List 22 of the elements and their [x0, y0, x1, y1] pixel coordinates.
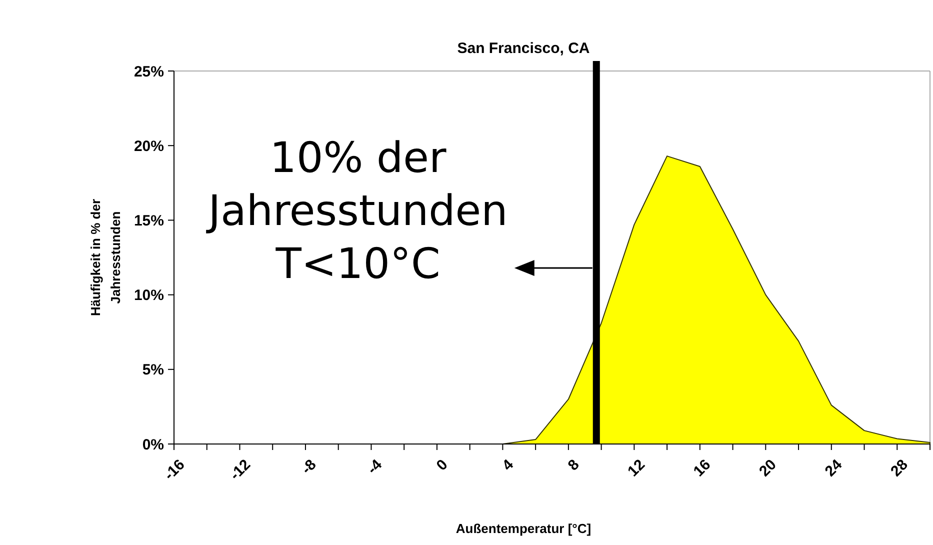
x-tick-label: 0 [433, 456, 452, 474]
y-tick-label: 15% [134, 212, 164, 230]
y-tick-label: 0% [142, 436, 164, 454]
x-tick-label: 12 [624, 456, 648, 480]
y-tick-label: 5% [142, 362, 164, 379]
x-tick-label: 4 [499, 456, 518, 474]
x-axis-title: Außentemperatur [°C] [456, 521, 592, 536]
y-tick-label: 25% [134, 63, 164, 80]
x-tick-label: 20 [756, 456, 780, 480]
x-tick-label: -8 [298, 456, 320, 478]
x-tick-label: 28 [888, 456, 912, 480]
x-tick-label: -4 [364, 456, 386, 478]
x-tick-label: -12 [226, 456, 254, 484]
chart-title: San Francisco, CA [457, 40, 590, 57]
y-tick-label: 10% [134, 287, 164, 304]
x-tick-label: 8 [564, 456, 583, 474]
annotation: 10% der Jahresstunden T<10°C [205, 133, 508, 288]
x-tick-label: 24 [822, 456, 846, 480]
x-tick-label: 16 [690, 456, 714, 480]
x-tick-label: -16 [160, 456, 188, 484]
y-axis-title: Häufigkeit in % der Jahresstunden [88, 198, 123, 316]
y-tick-label: 20% [134, 138, 164, 155]
